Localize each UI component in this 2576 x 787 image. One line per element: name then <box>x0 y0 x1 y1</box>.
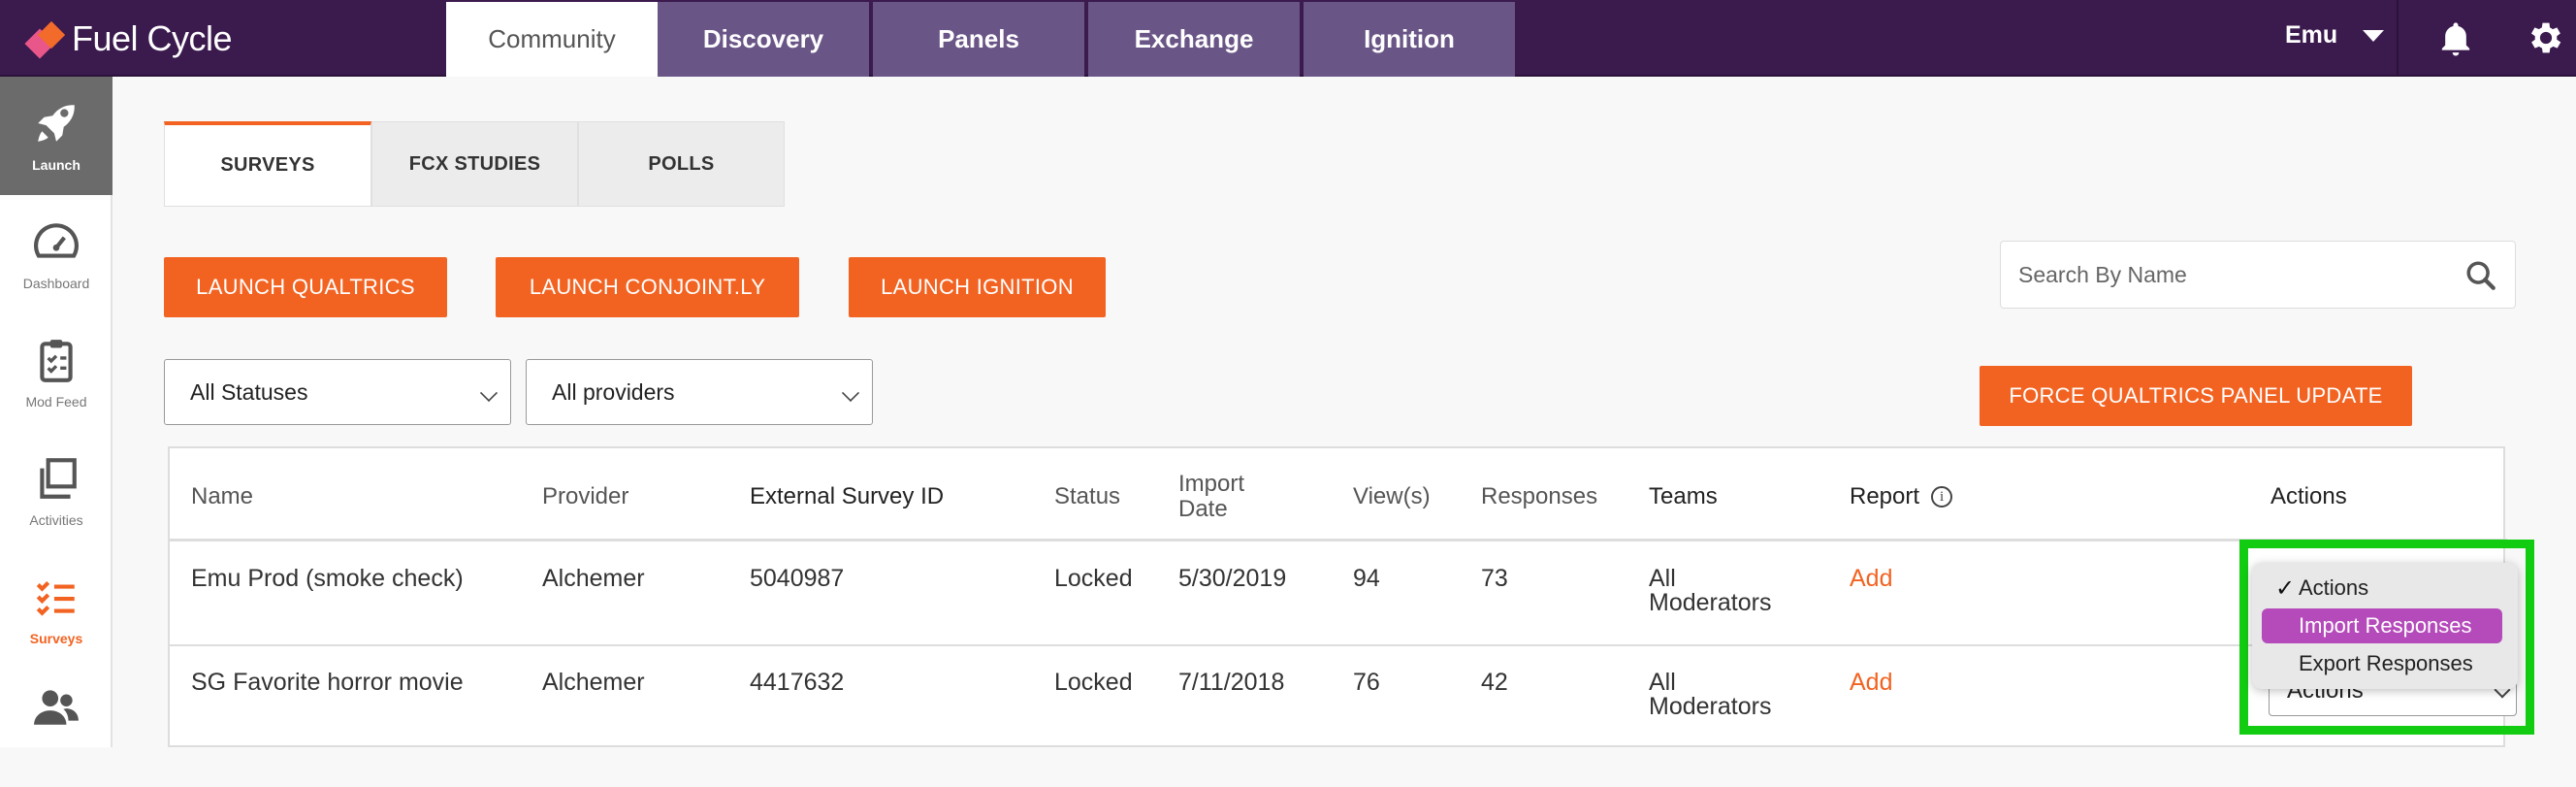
info-icon[interactable]: i <box>1931 486 1953 508</box>
column-header-external-id[interactable]: External Survey ID <box>750 483 945 509</box>
column-header-name[interactable]: Name <box>191 483 254 509</box>
sidebar-item-mod-feed[interactable]: Mod Feed <box>0 313 113 432</box>
teams-line: All <box>1649 669 1676 696</box>
highlight-box <box>2239 540 2534 735</box>
launch-qualtrics-button[interactable]: LAUNCH QUALTRICS <box>164 257 447 317</box>
cell-responses: 73 <box>1481 565 1508 592</box>
column-header-teams: Teams <box>1649 483 1718 509</box>
users-icon <box>34 690 79 725</box>
cell-teams: All Moderators <box>1649 567 1771 615</box>
column-header-status[interactable]: Status <box>1054 483 1121 509</box>
column-header-report: Report i <box>1850 448 1953 545</box>
user-name: Emu <box>2285 21 2338 49</box>
cell-views: 76 <box>1353 669 1380 696</box>
search-icon[interactable] <box>2464 259 2497 292</box>
cell-status: Locked <box>1054 669 1133 696</box>
actions-dropdown-menu: ✓ Actions Import Responses Export Respon… <box>2252 563 2518 689</box>
header-divider <box>170 539 2507 541</box>
logo-mark-icon <box>24 20 66 59</box>
bell-icon[interactable] <box>2436 19 2475 58</box>
sidebar-item-label: Activities <box>29 512 83 528</box>
nav-tab-exchange[interactable]: Exchange <box>1088 2 1300 77</box>
cell-name: Emu Prod (smoke check) <box>191 565 464 592</box>
column-header-import-date[interactable]: Import Date <box>1178 448 1244 545</box>
sidebar-item-label: Launch <box>32 157 80 173</box>
sidebar-item-label: Surveys <box>29 631 83 646</box>
clipboard-icon <box>40 340 73 382</box>
tab-polls[interactable]: POLLS <box>578 121 785 207</box>
survey-type-tabs: SURVEYS FCX STUDIES POLLS <box>164 121 785 207</box>
nav-divider <box>2397 0 2399 77</box>
cell-status: Locked <box>1054 565 1133 592</box>
menu-item-export-responses[interactable]: Export Responses <box>2299 651 2473 675</box>
teams-line: Moderators <box>1649 693 1772 720</box>
sidebar-item-label: Dashboard <box>22 276 90 291</box>
caret-down-icon <box>2363 29 2385 42</box>
column-header-actions: Actions <box>2270 483 2347 509</box>
tab-fcx-studies[interactable]: FCX STUDIES <box>371 121 578 207</box>
cell-external-id: 5040987 <box>750 565 845 592</box>
teams-line: All <box>1649 565 1676 592</box>
gear-icon[interactable] <box>2526 17 2566 58</box>
nav-tab-community[interactable]: Community <box>446 2 658 77</box>
sidebar-item-dashboard[interactable]: Dashboard <box>0 195 113 313</box>
gauge-icon <box>34 223 79 258</box>
cell-provider: Alchemer <box>542 565 645 592</box>
sidebar-item-activities[interactable]: Activities <box>0 432 113 550</box>
menu-item-label: Actions <box>2299 575 2369 600</box>
launch-conjointly-button[interactable]: LAUNCH CONJOINT.LY <box>496 257 799 317</box>
tab-surveys[interactable]: SURVEYS <box>164 121 371 207</box>
sidebar-item-launch[interactable]: Launch <box>0 77 113 195</box>
nav-tab-panels[interactable]: Panels <box>873 2 1084 77</box>
header-line: Import <box>1178 471 1245 497</box>
report-add-link[interactable]: Add <box>1850 669 1893 696</box>
column-header-provider[interactable]: Provider <box>542 483 629 509</box>
search-input[interactable] <box>2018 261 2426 288</box>
surveys-table: Name Provider External Survey ID Status … <box>168 446 2507 747</box>
top-nav-bar: Fuel Cycle Community Discovery Panels Ex… <box>0 0 2576 77</box>
nav-tab-ignition[interactable]: Ignition <box>1304 2 1515 77</box>
cell-provider: Alchemer <box>542 669 645 696</box>
chevron-down-icon <box>479 383 499 403</box>
provider-filter-select[interactable]: All providers <box>526 359 873 425</box>
checkmark-icon: ✓ <box>2275 575 2296 602</box>
report-add-link[interactable]: Add <box>1850 565 1893 592</box>
fuel-cycle-logo[interactable]: Fuel Cycle <box>24 17 233 60</box>
checklist-icon <box>36 580 75 616</box>
brand-name: Fuel Cycle <box>72 18 233 58</box>
teams-line: Moderators <box>1649 589 1772 616</box>
status-filter-value: All Statuses <box>190 378 308 405</box>
status-filter-select[interactable]: All Statuses <box>164 359 511 425</box>
sidebar-item-label: Mod Feed <box>25 394 87 410</box>
rocket-icon <box>38 105 75 142</box>
launch-ignition-button[interactable]: LAUNCH IGNITION <box>849 257 1106 317</box>
nav-tab-discovery[interactable]: Discovery <box>658 2 869 77</box>
column-header-views[interactable]: View(s) <box>1353 483 1431 509</box>
cell-teams: All Moderators <box>1649 671 1771 719</box>
row-divider <box>170 644 2507 646</box>
cell-name: SG Favorite horror movie <box>191 669 464 696</box>
column-header-responses[interactable]: Responses <box>1481 483 1598 509</box>
cell-external-id: 4417632 <box>750 669 845 696</box>
menu-item-import-responses[interactable]: Import Responses <box>2262 608 2502 643</box>
menu-item-actions[interactable]: ✓ Actions <box>2262 571 2502 606</box>
cell-import-date: 5/30/2019 <box>1178 565 1287 592</box>
header-line: Date <box>1178 496 1228 522</box>
cell-import-date: 7/11/2018 <box>1178 669 1285 696</box>
sidebar: Launch Dashboard Mod Feed Activities Sur… <box>0 77 113 747</box>
cell-views: 94 <box>1353 565 1380 592</box>
sidebar-item-users[interactable] <box>0 669 113 787</box>
provider-filter-value: All providers <box>552 378 675 405</box>
header-report-label: Report <box>1850 483 1920 509</box>
search-box <box>2000 241 2516 309</box>
force-qualtrics-panel-update-button[interactable]: FORCE QUALTRICS PANEL UPDATE <box>1980 366 2412 426</box>
stacked-pages-icon <box>40 458 77 499</box>
chevron-down-icon <box>841 383 860 403</box>
user-menu[interactable]: Emu <box>2285 21 2385 49</box>
cell-responses: 42 <box>1481 669 1508 696</box>
sidebar-item-surveys[interactable]: Surveys <box>0 550 113 669</box>
